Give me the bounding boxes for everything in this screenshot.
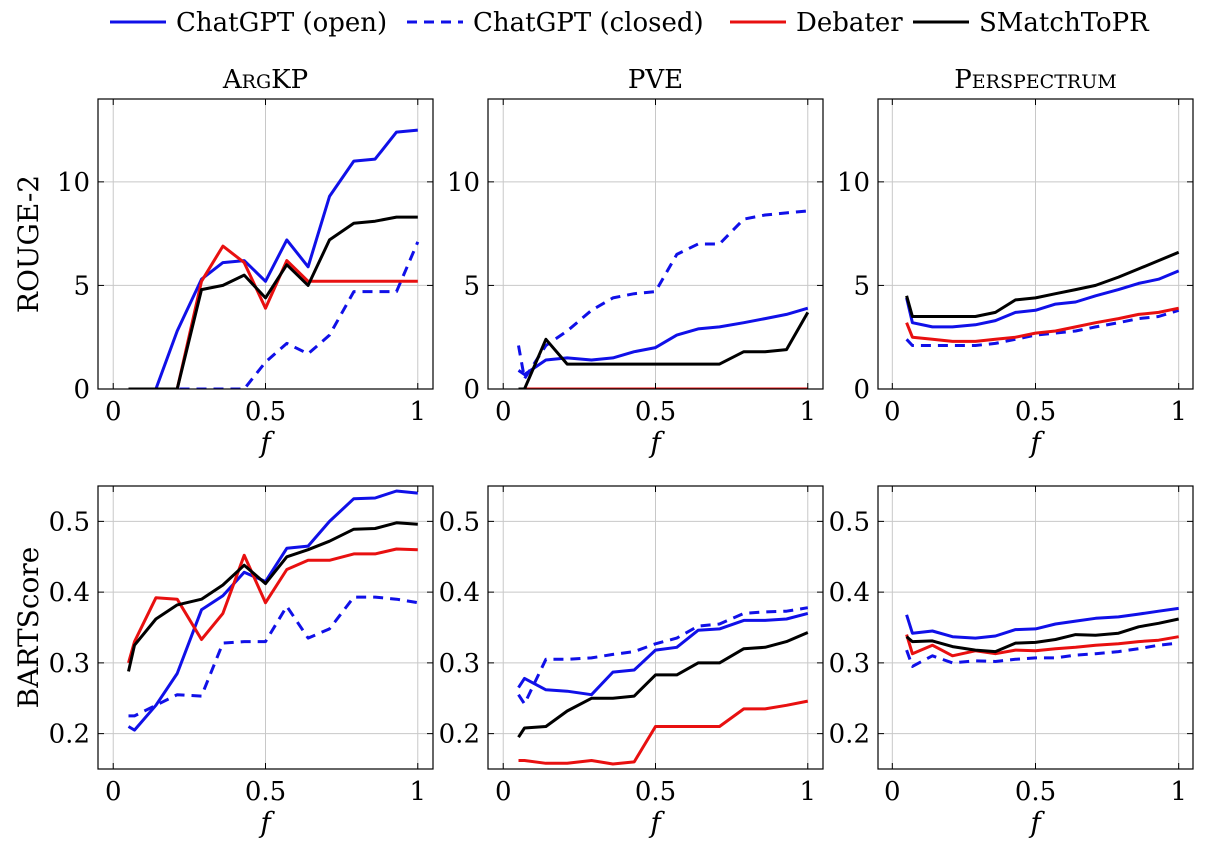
series-line: [128, 128, 418, 389]
series-group: [127, 489, 419, 732]
y-tick-label: 0: [463, 375, 480, 405]
y-tick-label: 0.5: [829, 507, 870, 537]
series-line: [517, 306, 809, 376]
legend: ChatGPT (open) ChatGPT (closed) Debater SMa…: [110, 8, 1150, 38]
series-group: [905, 606, 1180, 668]
x-tick-label: 1: [1170, 397, 1187, 427]
x-tick-label: 0.5: [635, 777, 676, 807]
x-tick-label: 1: [409, 397, 426, 427]
x-tick-label: 0: [105, 397, 122, 427]
series-line: [905, 634, 1179, 658]
y-tick-label: 0: [73, 375, 90, 405]
x-tick-label: 0: [884, 397, 901, 427]
series-line: [905, 617, 1180, 654]
legend-item: Debater: [730, 8, 903, 38]
y-tick-label: 0.3: [439, 649, 480, 679]
y-tick-label: 5: [853, 271, 870, 301]
x-tick-label: 0.5: [1015, 777, 1056, 807]
series-line: [128, 244, 418, 389]
legend-item: ChatGPT (closed): [407, 8, 704, 38]
x-axis-label: f: [258, 806, 275, 839]
y-tick-label: 10: [447, 168, 480, 198]
series-line: [128, 595, 419, 718]
series-line: [517, 209, 808, 381]
panel-title: PERSPECTRUM: [954, 65, 1116, 95]
series-line: [905, 606, 1179, 640]
series-line: [517, 606, 809, 706]
series-line: [905, 269, 1180, 329]
series-line: [518, 699, 809, 766]
legend-label: ChatGPT (closed): [473, 8, 704, 38]
y-axis-label: ROUGE-2: [12, 175, 45, 313]
y-tick-label: 0.3: [49, 649, 90, 679]
y-tick-label: 0.2: [439, 720, 480, 750]
series-line: [905, 641, 1179, 668]
y-tick-label: 0.3: [829, 649, 870, 679]
x-axis-label: f: [258, 426, 275, 459]
y-tick-label: 5: [73, 271, 90, 301]
series-line: [127, 521, 418, 672]
series-line: [517, 631, 809, 739]
series-group: [517, 606, 809, 766]
x-tick-label: 0.5: [635, 397, 676, 427]
series-group: [905, 250, 1180, 347]
panel-title: PVE: [628, 65, 683, 95]
legend-item: ChatGPT (open): [110, 8, 387, 38]
y-axis-label: BARTScore: [12, 547, 45, 709]
x-tick-label: 0.5: [1015, 397, 1056, 427]
series-line: [127, 547, 418, 664]
y-tick-label: 0.5: [49, 507, 90, 537]
legend-item: SMatchToPR: [913, 8, 1150, 38]
series-group: [128, 128, 420, 389]
x-tick-label: 1: [799, 777, 816, 807]
series-line: [128, 215, 418, 389]
y-tick-label: 0.2: [49, 720, 90, 750]
y-tick-label: 10: [837, 168, 870, 198]
series-line: [905, 306, 1180, 343]
y-tick-label: 0.2: [829, 720, 870, 750]
series-line: [518, 311, 810, 389]
series-group: [517, 209, 810, 389]
panel-title: ARGKP: [222, 65, 308, 95]
y-tick-label: 0.4: [829, 578, 870, 608]
legend-label: SMatchToPR: [979, 8, 1150, 38]
x-tick-label: 0: [495, 397, 512, 427]
x-axis-label: f: [648, 426, 665, 459]
legend-label: ChatGPT (open): [176, 8, 387, 38]
y-tick-label: 5: [463, 271, 480, 301]
series-line: [127, 489, 418, 732]
x-axis-label: f: [1028, 806, 1045, 839]
x-tick-label: 0: [495, 777, 512, 807]
x-tick-label: 0.5: [245, 397, 286, 427]
x-tick-label: 1: [409, 777, 426, 807]
series-line: [517, 611, 809, 697]
series-line: [905, 250, 1180, 318]
y-tick-label: 10: [57, 168, 90, 198]
y-tick-label: 0.4: [49, 578, 90, 608]
y-tick-label: 0: [853, 375, 870, 405]
x-axis-label: f: [1028, 426, 1045, 459]
x-tick-label: 0.5: [245, 777, 286, 807]
series-line: [905, 308, 1180, 347]
series-line: [128, 241, 420, 389]
legend-label: Debater: [796, 8, 903, 38]
chart-panel: 0 0.5 10.20.30.40.5f: [829, 485, 1194, 839]
x-tick-label: 1: [799, 397, 816, 427]
x-tick-label: 0: [105, 777, 122, 807]
y-tick-label: 0.5: [439, 507, 480, 537]
y-tick-label: 0.4: [439, 578, 480, 608]
x-tick-label: 1: [1170, 777, 1187, 807]
chart-panel: 0 0.5 10.20.30.40.5f: [439, 485, 824, 839]
x-axis-label: f: [648, 806, 665, 839]
x-tick-label: 0: [884, 777, 901, 807]
